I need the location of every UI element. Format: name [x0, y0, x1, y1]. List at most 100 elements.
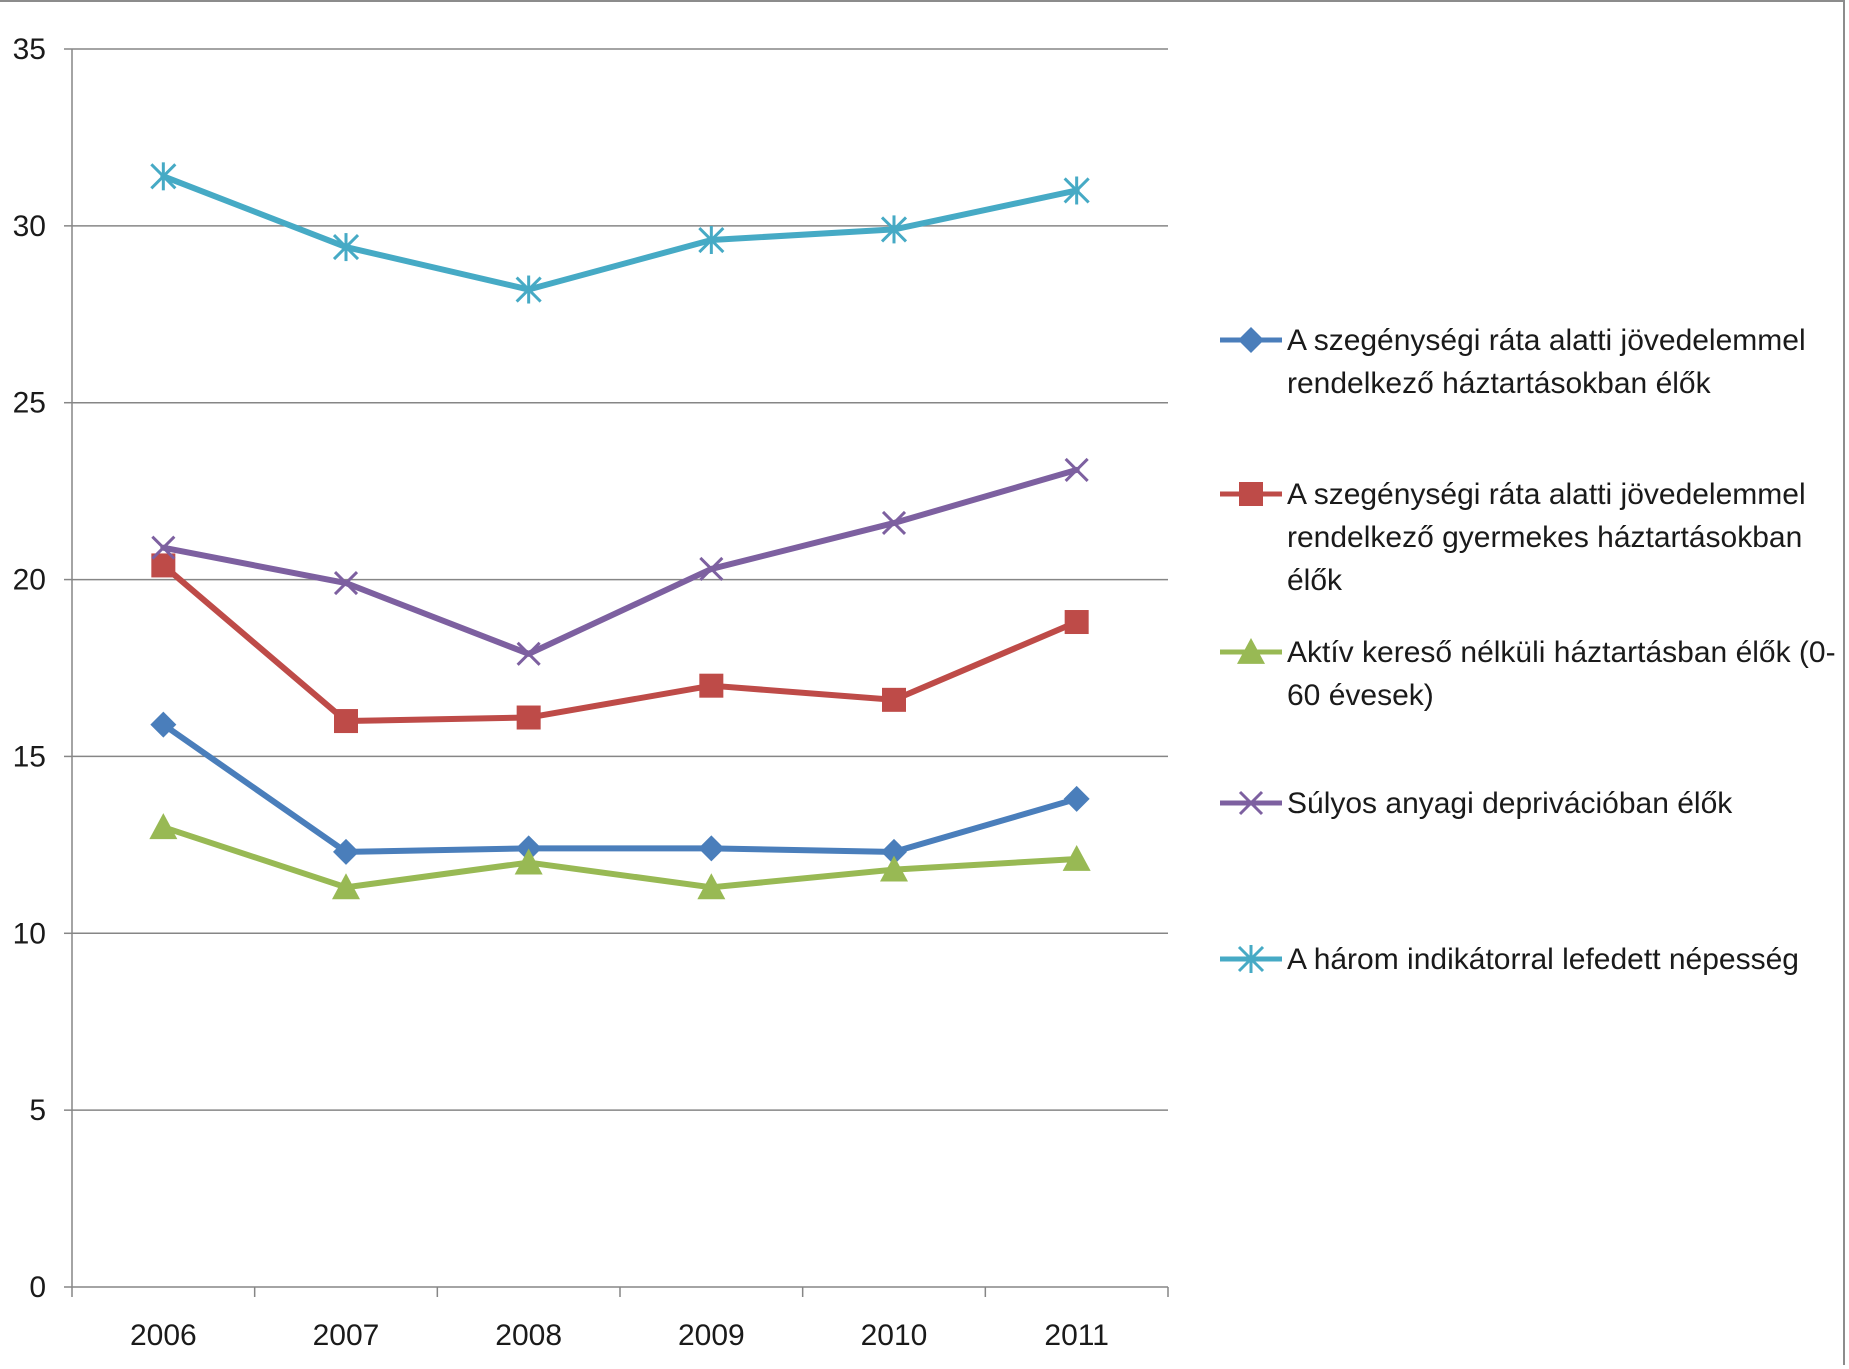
diamond-marker: [1238, 327, 1264, 353]
series-line: [160, 562, 1080, 725]
square-marker: [516, 705, 541, 730]
data-point: [699, 556, 724, 582]
x-marker-stroke: [151, 535, 176, 560]
triangle-marker: [332, 873, 360, 900]
x-tick-label: 2006: [130, 1319, 197, 1352]
x-tick-label: 2009: [678, 1319, 745, 1352]
data-point: [334, 709, 358, 734]
diamond-marker: [881, 838, 907, 865]
gridlines: [72, 48, 1168, 1111]
diamond-marker: [515, 835, 542, 862]
legend-marker: [1239, 482, 1263, 506]
legend-entry-3: Aktív kereső nélküli háztartásban élők (…: [1220, 636, 1836, 712]
legend-label: élők: [1287, 564, 1343, 597]
data-point: [151, 535, 176, 560]
data-point: [150, 162, 177, 191]
data-point: [697, 873, 726, 900]
data-point: [514, 848, 543, 875]
legend-marker: [1237, 945, 1265, 973]
x-tick-label: 2011: [1044, 1319, 1109, 1352]
series-line: [160, 466, 1080, 657]
axes: 0 5 10 15 20 25 30 35 2006 2007 2008 2009 2010 2011: [13, 33, 1169, 1352]
data-point: [333, 571, 359, 596]
triangle-marker: [149, 813, 178, 840]
diamond-marker: [150, 711, 177, 738]
legend-marker: [1237, 638, 1265, 664]
triangle-marker: [514, 848, 543, 875]
legend-label: A három indikátorral lefedett népesség: [1287, 943, 1799, 976]
x-marker-stroke: [699, 556, 724, 582]
triangle-marker: [697, 873, 726, 900]
series-3: [149, 813, 1091, 900]
y-tick-label: 10: [13, 917, 46, 950]
y-tick-label: 25: [13, 387, 46, 420]
diamond-marker: [333, 838, 359, 865]
series-2: [151, 553, 1089, 734]
square-marker: [1239, 482, 1263, 506]
series-line: [160, 173, 1080, 293]
data-point: [150, 711, 177, 738]
square-marker: [334, 709, 358, 734]
data-point: [698, 226, 725, 255]
y-tick-label: 5: [29, 1094, 46, 1127]
x-tick-label: 2010: [861, 1319, 928, 1352]
y-tick-label: 35: [13, 33, 46, 66]
data-point: [516, 641, 541, 666]
data-point: [1063, 176, 1090, 205]
x-tick-label: 2008: [495, 1319, 562, 1352]
y-tick-label: 30: [13, 210, 46, 243]
y-tick-label: 0: [29, 1271, 46, 1304]
legend-label: Aktív kereső nélküli háztartásban élők (…: [1287, 636, 1836, 669]
data-point: [881, 510, 907, 536]
y-tick-label: 15: [13, 740, 46, 773]
data-point: [882, 687, 906, 712]
legend-label: A szegénységi ráta alatti jövedelemmel: [1287, 478, 1806, 511]
data-point: [881, 838, 907, 865]
triangle-marker: [880, 855, 908, 882]
data-point: [516, 705, 541, 730]
data-point: [880, 855, 908, 882]
data-point: [332, 873, 360, 900]
triangle-marker: [1062, 845, 1091, 871]
data-point: [1062, 845, 1091, 871]
data-point: [149, 813, 178, 840]
data-point: [333, 838, 359, 865]
data-point: [1064, 610, 1089, 635]
legend-entry-5: A három indikátorral lefedett népesség: [1220, 943, 1799, 976]
legend-entry-1: A szegénységi ráta alatti jövedelemmel re…: [1220, 324, 1806, 400]
x-marker-stroke: [881, 510, 907, 536]
diamond-marker: [698, 835, 725, 862]
series-5: [150, 162, 1090, 304]
legend: A szegénységi ráta alatti jövedelemmel re…: [1220, 324, 1836, 976]
legend-label: rendelkező gyermekes háztartásokban: [1287, 521, 1802, 554]
series-line: [160, 824, 1080, 891]
x-marker-stroke: [333, 571, 359, 596]
diamond-marker: [1063, 785, 1090, 812]
data-point: [699, 673, 724, 698]
x-marker-stroke: [1064, 457, 1089, 482]
series-group: [149, 162, 1091, 900]
x-marker-stroke: [1238, 790, 1264, 816]
legend-entry-4: Súlyos anyagi deprivációban élők: [1220, 787, 1733, 820]
square-marker: [1064, 610, 1089, 635]
series-4: [151, 457, 1089, 666]
data-point: [332, 233, 360, 262]
data-point: [515, 835, 542, 862]
legend-label: rendelkező háztartásokban élők: [1287, 367, 1712, 400]
data-point: [1064, 457, 1089, 482]
legend-marker: [1238, 790, 1264, 816]
legend-label: 60 évesek): [1287, 679, 1434, 712]
square-marker: [882, 687, 906, 712]
series-1: [150, 711, 1090, 865]
series-line: [160, 721, 1080, 855]
legend-entry-2: A szegénységi ráta alatti jövedelemmel re…: [1220, 478, 1806, 597]
y-tick-label: 20: [13, 564, 46, 597]
x-marker-stroke: [516, 641, 541, 666]
triangle-marker: [1237, 638, 1265, 664]
legend-marker: [1238, 327, 1264, 353]
x-tick-label: 2007: [313, 1319, 380, 1352]
data-point: [880, 215, 908, 244]
data-point: [1063, 785, 1090, 812]
